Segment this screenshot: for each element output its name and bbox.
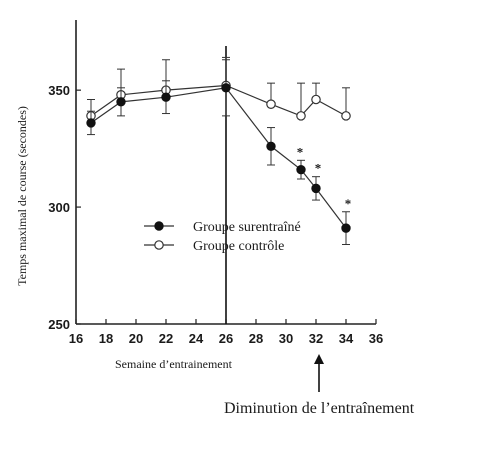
y-axis-label: Temps maximal de course (secondes) xyxy=(15,106,29,286)
y-tick-label: 300 xyxy=(48,200,70,215)
x-tick-label: 36 xyxy=(369,331,383,346)
significance-star: * xyxy=(297,144,304,159)
data-point xyxy=(266,99,276,109)
data-point xyxy=(86,118,96,128)
x-tick-label: 26 xyxy=(219,331,233,346)
x-tick-label: 18 xyxy=(99,331,113,346)
series-layer: * * * xyxy=(86,56,352,245)
legend-label: Groupe surentraîné xyxy=(193,220,301,235)
x-tick-label: 20 xyxy=(129,331,143,346)
x-tick-label: 16 xyxy=(69,331,83,346)
data-point xyxy=(341,223,351,233)
series-overtrained: * * * xyxy=(86,59,352,245)
significance-star: * xyxy=(345,196,352,211)
annotation-arrow-head xyxy=(314,354,324,364)
x-axis-label: Semaine d’entrainement xyxy=(115,357,233,371)
x-tick-label: 32 xyxy=(309,331,323,346)
data-point xyxy=(266,141,276,151)
ticks: 16 18 20 22 24 26 28 30 32 34 36 250 300 350 xyxy=(48,83,383,346)
legend: Groupe surentraîné Groupe contrôle xyxy=(144,220,301,254)
annotation: Diminution de l’entraînement xyxy=(224,354,415,417)
data-point xyxy=(116,97,126,107)
x-tick-label: 28 xyxy=(249,331,263,346)
data-point xyxy=(296,164,306,175)
data-point xyxy=(221,83,231,93)
data-point xyxy=(296,111,306,121)
annotation-text: Diminution de l’entraînement xyxy=(224,400,415,417)
legend-marker xyxy=(154,240,164,250)
data-point xyxy=(341,111,351,121)
legend-marker xyxy=(154,221,164,231)
y-tick-label: 250 xyxy=(48,317,70,332)
data-point xyxy=(161,92,171,102)
y-tick-label: 350 xyxy=(48,83,70,98)
data-point xyxy=(311,183,321,194)
x-tick-label: 34 xyxy=(339,331,354,346)
data-point xyxy=(311,94,321,105)
legend-item: Groupe contrôle xyxy=(144,239,284,254)
legend-item: Groupe surentraîné xyxy=(144,220,301,235)
x-tick-label: 30 xyxy=(279,331,293,346)
x-tick-label: 24 xyxy=(189,331,204,346)
legend-label: Groupe contrôle xyxy=(193,239,284,254)
significance-star: * xyxy=(315,161,322,176)
x-tick-label: 22 xyxy=(159,331,173,346)
